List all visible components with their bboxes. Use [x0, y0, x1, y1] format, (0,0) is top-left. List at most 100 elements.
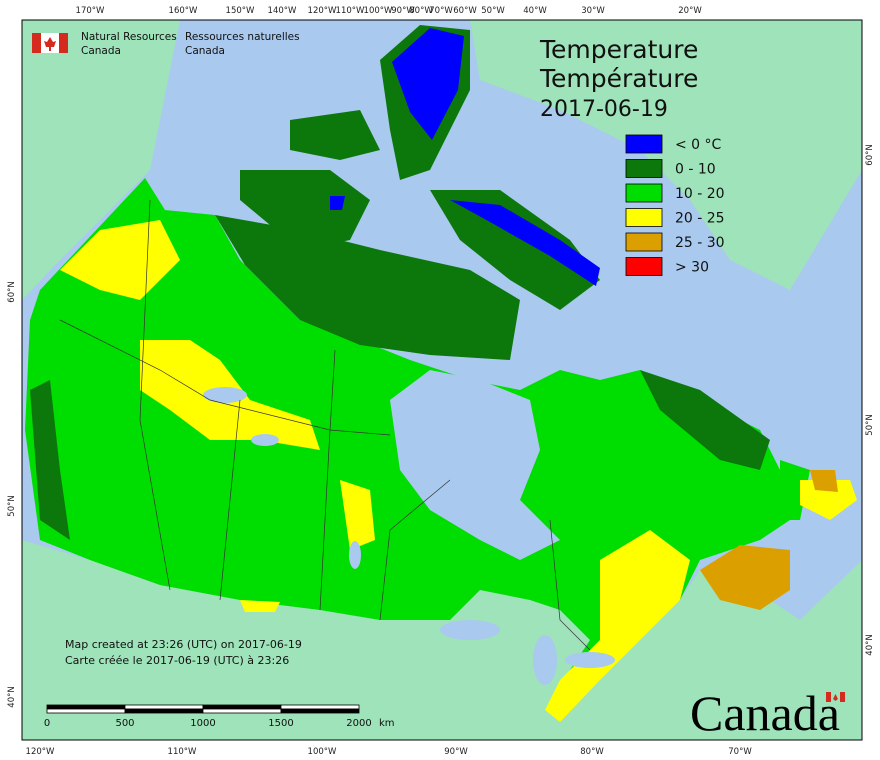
scale-label: 1000 [190, 718, 215, 729]
longitude-label: 50°W [481, 6, 505, 16]
land-region [545, 530, 690, 722]
scale-unit: km [379, 718, 395, 729]
legend-label: 0 - 10 [675, 162, 716, 178]
map-body [21, 19, 863, 741]
scale-segment [202, 708, 282, 714]
longitude-label: 120°W [308, 6, 337, 16]
longitude-label: 70°W [728, 747, 752, 757]
legend-swatch [625, 183, 663, 203]
longitude-label: 30°W [581, 6, 605, 16]
legend-label: > 30 [675, 260, 709, 276]
org-name: Natural Resources [81, 31, 177, 43]
title: Temperature [539, 35, 698, 64]
flag-band [826, 692, 831, 702]
longitude-label: 70°W [429, 6, 453, 16]
hudson-bay [390, 370, 560, 560]
date: 2017-06-19 [540, 97, 668, 122]
longitude-label: 80°W [409, 6, 433, 16]
latitude-label: 40°N [7, 686, 17, 707]
latitude-label: 60°N [865, 144, 875, 165]
land-region [60, 220, 180, 300]
flag-band [59, 33, 68, 53]
latitude-label: 60°N [7, 281, 17, 302]
border-line [139, 199, 171, 591]
canada-wordmark: Canada [690, 685, 845, 741]
flag-band [840, 692, 845, 702]
land-region [450, 200, 600, 286]
legend-swatch [625, 257, 663, 276]
scale-segment [202, 704, 282, 710]
longitude-label: 160°W [169, 6, 198, 16]
wordmark: Canada [690, 685, 840, 741]
longitude-label: 100°W [308, 747, 337, 757]
graticule-labels: 170°W 160°W 150°W 140°W 120°W 110°W 100°W90°W8… [7, 6, 875, 757]
longitude-label: 140°W [268, 6, 297, 16]
scale-segment [46, 704, 126, 710]
scale-segment [124, 704, 204, 710]
border-line [549, 519, 591, 651]
legend-swatch [625, 134, 663, 154]
longitude-label: 110°W [168, 747, 197, 757]
longitude-label: 60°W [453, 6, 477, 16]
org-name: Canada [185, 45, 225, 57]
united-states [22, 540, 862, 740]
scale-bar: 0 500 1000 1500 2000 km [44, 704, 395, 729]
border-line [219, 399, 241, 601]
land-region [30, 380, 70, 540]
scale-segment [124, 708, 204, 714]
longitude-label: 80°W [580, 747, 604, 757]
border-line [379, 479, 451, 621]
lake [251, 434, 279, 446]
borders [59, 199, 591, 651]
legend: < 0 °C 0 - 10 10 - 20 20 - 25 25 - 30 > 30 [625, 134, 725, 276]
greenland [470, 20, 862, 290]
scale-segment [280, 704, 360, 710]
legend-label: 25 - 30 [675, 235, 725, 251]
land-region [215, 215, 520, 360]
land-region [340, 480, 375, 550]
maple-leaf [833, 694, 838, 701]
footer-note: Carte créée le 2017-06-19 (UTC) à 23:26 [65, 654, 289, 667]
latitude-label: 50°N [7, 495, 17, 516]
land-region [800, 480, 857, 520]
land-region [640, 370, 770, 470]
title: Température [539, 64, 698, 93]
longitude-label: 90°W [444, 747, 468, 757]
longitude-label: 90°W [391, 6, 415, 16]
land-region [392, 28, 464, 140]
scale-label: 1500 [268, 718, 293, 729]
land-region [330, 196, 345, 210]
land-region [240, 170, 370, 250]
longitude-label: 110°W [336, 6, 365, 16]
longitude-label: 40°W [523, 6, 547, 16]
legend-swatch [625, 159, 663, 178]
longitude-label: 170°W [76, 6, 105, 16]
lake [440, 620, 500, 640]
legend-swatch [625, 208, 663, 227]
border-line [59, 319, 391, 436]
maple-leaf [44, 37, 56, 51]
land-region [700, 545, 790, 610]
legend-label: 10 - 20 [675, 186, 725, 202]
lake [349, 541, 361, 569]
land-region [240, 600, 280, 612]
alaska [22, 20, 180, 300]
scale-label: 500 [115, 718, 134, 729]
scale-segment [280, 708, 360, 714]
lake [565, 652, 615, 668]
scale-label: 0 [44, 718, 50, 729]
legend-swatch [625, 232, 663, 252]
flag-band [32, 33, 41, 53]
footer-note: Map created at 23:26 (UTC) on 2017-06-19 [65, 638, 302, 651]
scale-segment [46, 708, 126, 714]
border-line [319, 349, 336, 611]
lake [203, 387, 247, 403]
lake [533, 635, 557, 685]
land-region [290, 110, 380, 160]
land-region [430, 190, 600, 310]
scale-label: 2000 [346, 718, 371, 729]
map-frame [21, 19, 863, 741]
nrcan-logo: Natural Resources Canada Ressources natu… [32, 31, 300, 57]
longitude-label: 120°W [26, 747, 55, 757]
longitude-label: 20°W [678, 6, 702, 16]
